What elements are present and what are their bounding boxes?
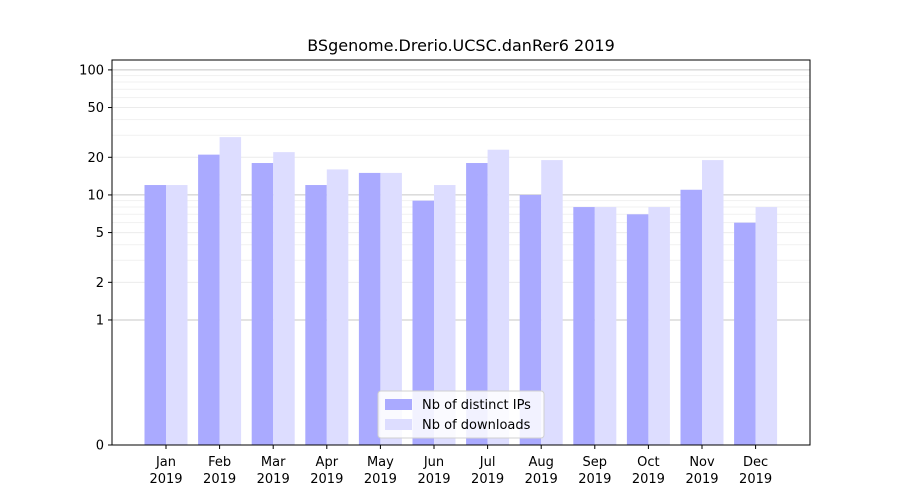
- legend-label: Nb of distinct IPs: [422, 398, 531, 413]
- bars-layer: [144, 137, 778, 446]
- bar-downloads: [702, 160, 724, 445]
- bar-downloads: [434, 185, 456, 445]
- x-tick-label-month: Jan: [155, 455, 176, 470]
- bar-distinct-ips: [358, 172, 381, 445]
- x-tick-label-year: 2019: [149, 472, 182, 487]
- bar-distinct-ips: [198, 154, 220, 446]
- bar-distinct-ips: [626, 214, 649, 445]
- x-tick-label-month: Nov: [689, 455, 715, 470]
- x-tick-label-year: 2019: [739, 472, 772, 487]
- bar-distinct-ips: [734, 222, 756, 445]
- x-tick-label-year: 2019: [257, 472, 290, 487]
- legend-box: [377, 390, 545, 439]
- bar-distinct-ips: [519, 194, 542, 445]
- x-tick-label-month: Aug: [529, 455, 554, 470]
- bar-downloads: [541, 160, 563, 445]
- x-tick-label-year: 2019: [417, 472, 450, 487]
- bar-downloads: [594, 207, 617, 445]
- x-axis: Jan 2019 Feb 2019 Mar 2019 Apr 2019 May 2019 Jun 20…: [149, 445, 772, 487]
- bar-distinct-ips: [251, 163, 274, 445]
- y-tick-label: 0: [96, 439, 104, 454]
- x-tick-label-year: 2019: [525, 472, 558, 487]
- chart-title: BSgenome.Drerio.UCSC.danRer6 2019: [307, 36, 615, 55]
- bar-downloads: [166, 185, 188, 445]
- x-tick-label-year: 2019: [632, 472, 665, 487]
- x-tick-label-month: Mar: [261, 455, 286, 470]
- y-tick-label: 2: [96, 276, 104, 291]
- x-tick-label-month: May: [367, 455, 394, 470]
- y-tick-label: 5: [96, 226, 104, 241]
- x-tick-label-year: 2019: [578, 472, 611, 487]
- x-tick-label-year: 2019: [203, 472, 236, 487]
- bar-distinct-ips: [680, 189, 702, 445]
- bar-distinct-ips: [573, 207, 595, 445]
- y-tick-label: 50: [87, 101, 104, 116]
- x-tick-label-year: 2019: [685, 472, 718, 487]
- bar-downloads: [648, 207, 670, 445]
- bar-distinct-ips: [466, 163, 488, 445]
- x-tick-label-month: Dec: [743, 455, 768, 470]
- bar-distinct-ips: [412, 200, 434, 445]
- bar-downloads: [755, 207, 778, 445]
- x-tick-label-month: Oct: [637, 455, 659, 470]
- x-tick-label-month: Jul: [479, 455, 496, 470]
- x-tick-label-year: 2019: [471, 472, 504, 487]
- x-tick-label-month: Feb: [208, 455, 231, 470]
- legend: Nb of distinct IPs Nb of downloads: [377, 390, 545, 439]
- y-tick-label: 100: [79, 63, 104, 78]
- y-tick-label: 20: [87, 151, 104, 166]
- x-tick-label-month: Sep: [583, 455, 608, 470]
- bar-downloads: [326, 169, 349, 445]
- bar-downloads: [380, 172, 402, 445]
- x-tick-label-year: 2019: [364, 472, 397, 487]
- x-tick-label-year: 2019: [310, 472, 343, 487]
- plot-frame: [111, 59, 811, 446]
- bar-distinct-ips: [144, 185, 166, 445]
- legend-swatch: [385, 399, 412, 410]
- legend-swatch: [385, 419, 412, 430]
- y-tick-label: 1: [96, 313, 104, 328]
- x-tick-label-month: Apr: [316, 455, 339, 470]
- bar-downloads: [273, 152, 295, 445]
- y-tick-label: 10: [87, 188, 104, 203]
- x-tick-label-month: Jun: [423, 455, 444, 470]
- bar-distinct-ips: [305, 185, 327, 445]
- bar-downloads: [487, 149, 510, 446]
- legend-label: Nb of downloads: [422, 418, 531, 433]
- y-axis: 0 1 2 5 10 20 50 100: [79, 63, 112, 454]
- bar-downloads: [219, 137, 242, 445]
